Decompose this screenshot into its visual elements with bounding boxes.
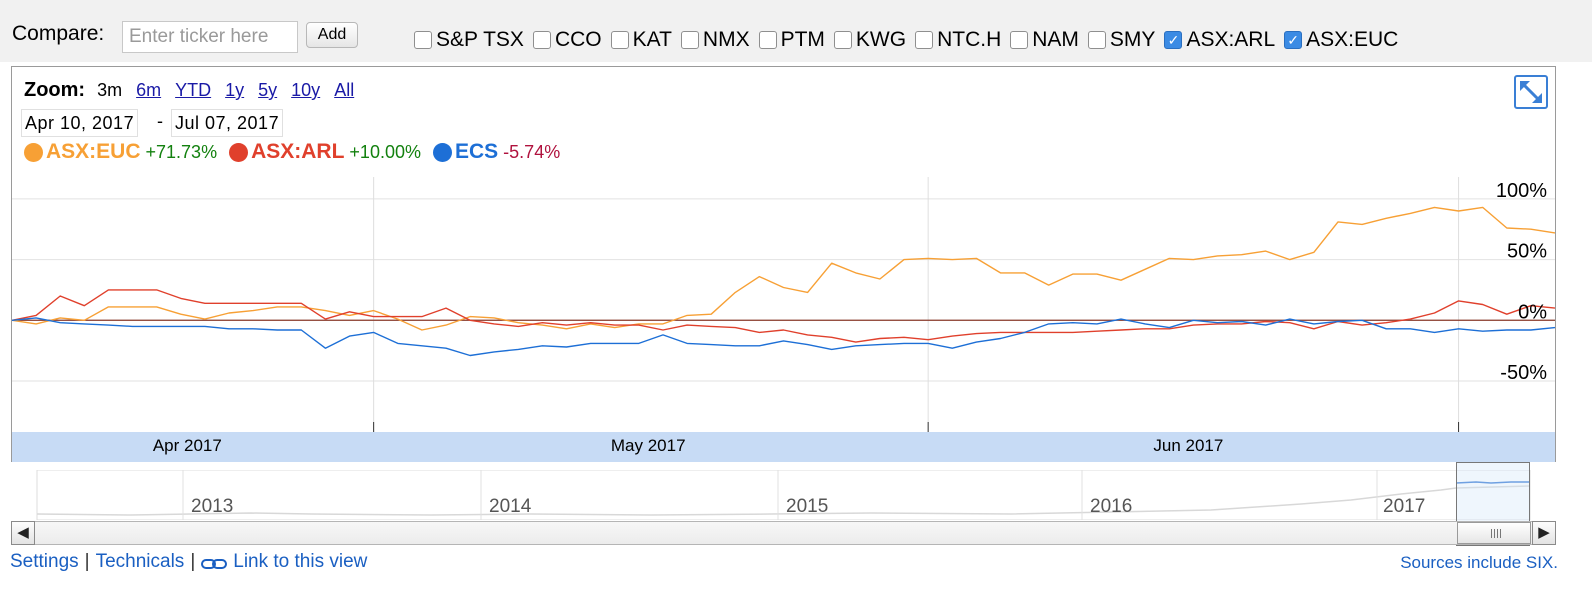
legend-change-value: -5.74% — [503, 142, 561, 162]
compare-item-label: SMY — [1109, 28, 1156, 51]
compare-item[interactable]: NTC.H — [915, 28, 1001, 52]
series-line — [12, 289, 1555, 343]
legend-color-dot — [432, 143, 452, 162]
navigator-year-label: 2016 — [1090, 496, 1133, 517]
compare-item[interactable]: S&P TSX — [414, 28, 524, 52]
legend-change-value: +71.73% — [145, 142, 218, 162]
zoom-option[interactable]: 1y — [225, 80, 245, 100]
add-ticker-button[interactable]: Add — [306, 22, 358, 48]
y-tick-label: -50% — [1500, 362, 1547, 384]
compare-item-label: KAT — [632, 28, 672, 51]
scrollbar-thumb[interactable] — [1457, 522, 1531, 544]
compare-item-label: NTC.H — [937, 28, 1002, 51]
compare-item-label: CCO — [554, 28, 602, 51]
zoom-option[interactable]: 3m — [97, 80, 123, 100]
compare-item-label: KWG — [855, 28, 907, 51]
compare-item-label: NMX — [702, 28, 750, 51]
compare-item[interactable]: SMY — [1087, 28, 1156, 52]
navigator-year-label: 2014 — [489, 496, 532, 517]
x-tick-label: Apr 2017 — [152, 436, 222, 455]
compare-toolbar: Compare: Add S&P TSX CCO KAT NMX PTM KWG NTC.H… — [0, 0, 1592, 62]
sources-note: Sources include SIX. — [1400, 553, 1558, 572]
legend-series-name: ASX:ARL — [251, 140, 345, 163]
footer-separator: | — [190, 551, 196, 572]
checkbox-checked-icon[interactable]: ✓ — [1164, 31, 1183, 49]
checkbox-icon[interactable] — [680, 31, 699, 49]
zoom-option[interactable]: 6m — [136, 80, 162, 100]
checkbox-icon[interactable] — [833, 31, 852, 49]
compare-item[interactable]: NMX — [680, 28, 750, 52]
scroll-left-arrow[interactable]: ◀ — [11, 521, 35, 545]
date-separator: - — [157, 111, 163, 131]
compare-item-label: ASX:ARL — [1186, 28, 1276, 51]
checkbox-icon[interactable] — [915, 31, 934, 49]
zoom-option[interactable]: All — [334, 80, 355, 100]
y-tick-label: 0% — [1518, 301, 1547, 323]
technicals-link[interactable]: Technicals — [95, 551, 185, 572]
compare-item[interactable]: ✓ ASX:ARL — [1164, 28, 1275, 52]
navigator-year-label: 2013 — [191, 496, 234, 517]
compare-item[interactable]: KAT — [610, 28, 672, 52]
zoom-controls: Zoom: 3m 6m YTD 1y 5y 10y All — [24, 79, 368, 102]
month-axis: Apr 2017 May 2017 Jun 2017 — [12, 432, 1555, 462]
y-tick-label: 50% — [1507, 241, 1547, 263]
compare-checkbox-list: S&P TSX CCO KAT NMX PTM KWG NTC.H NAM SMY ✓ ASX:AR… — [414, 26, 1407, 54]
compare-item[interactable]: NAM — [1010, 28, 1079, 52]
ticker-input[interactable] — [122, 21, 298, 53]
navigator-year-label: 2015 — [786, 496, 829, 517]
navigator-year-label: 2017 — [1383, 496, 1426, 517]
compare-item[interactable]: PTM — [758, 28, 825, 52]
footer-links: Settings | Technicals | Link to this vie… — [10, 551, 367, 573]
x-tick-label: May 2017 — [610, 436, 686, 455]
y-tick-label: 100% — [1496, 180, 1547, 202]
scroll-right-arrow[interactable]: ▶ — [1532, 521, 1556, 545]
legend-item[interactable]: ASX:ARL +10.00% — [229, 139, 421, 164]
expand-icon — [1520, 81, 1542, 103]
legend-item[interactable]: ASX:EUC +71.73% — [24, 139, 217, 164]
legend-color-dot — [229, 143, 249, 162]
start-date-field[interactable]: Apr 10, 2017 — [21, 109, 139, 137]
legend-series-name: ECS — [454, 140, 499, 163]
checkbox-checked-icon[interactable]: ✓ — [1284, 31, 1303, 49]
zoom-option[interactable]: YTD — [175, 80, 212, 100]
legend-color-dot — [24, 143, 43, 162]
compare-item-label: S&P TSX — [436, 28, 524, 51]
checkbox-icon[interactable] — [1010, 31, 1029, 49]
series-line — [12, 206, 1555, 331]
grip-icon — [1491, 529, 1501, 538]
compare-item-label: PTM — [780, 28, 825, 51]
checkbox-icon[interactable] — [758, 31, 777, 49]
chart-panel: Zoom: 3m 6m YTD 1y 5y 10y All Apr 10, 2017 - J… — [11, 66, 1556, 462]
legend-series-name: ASX:EUC — [46, 140, 141, 163]
checkbox-icon[interactable] — [1087, 31, 1106, 49]
compare-item-label: ASX:EUC — [1306, 28, 1399, 51]
compare-item[interactable]: CCO — [532, 28, 602, 52]
chain-link-icon — [201, 559, 228, 569]
settings-link[interactable]: Settings — [10, 551, 79, 572]
end-date-field[interactable]: Jul 07, 2017 — [171, 109, 284, 137]
legend-change-value: +10.00% — [349, 142, 421, 162]
expand-chart-button[interactable] — [1514, 75, 1548, 109]
checkbox-icon[interactable] — [610, 31, 629, 49]
compare-label: Compare: — [12, 22, 105, 45]
price-chart[interactable]: 100% 50% 0% -50% — [12, 177, 1555, 432]
x-tick-label: Jun 2017 — [1153, 436, 1224, 455]
footer-separator: | — [84, 551, 90, 572]
zoom-option[interactable]: 10y — [291, 80, 321, 100]
compare-item[interactable]: KWG — [833, 28, 907, 52]
navigator-overview — [36, 470, 1531, 520]
checkbox-icon[interactable] — [414, 31, 432, 49]
compare-item[interactable]: ✓ ASX:EUC — [1284, 28, 1398, 52]
navigator-scrollbar[interactable]: ◀ ▶ — [11, 521, 1556, 545]
zoom-option[interactable]: 5y — [258, 80, 278, 100]
compare-item-label: NAM — [1032, 28, 1079, 51]
range-navigator[interactable]: 2013 2014 2015 2016 2017 — [11, 462, 1556, 546]
link-to-view[interactable]: Link to this view — [233, 551, 368, 572]
checkbox-icon[interactable] — [532, 31, 551, 49]
legend-item[interactable]: ECS -5.74% — [432, 139, 561, 164]
series-line — [12, 317, 1555, 357]
zoom-label: Zoom: — [24, 79, 86, 101]
series-legend: ASX:EUC +71.73% ASX:ARL +10.00% ECS -5.74% — [24, 139, 572, 164]
